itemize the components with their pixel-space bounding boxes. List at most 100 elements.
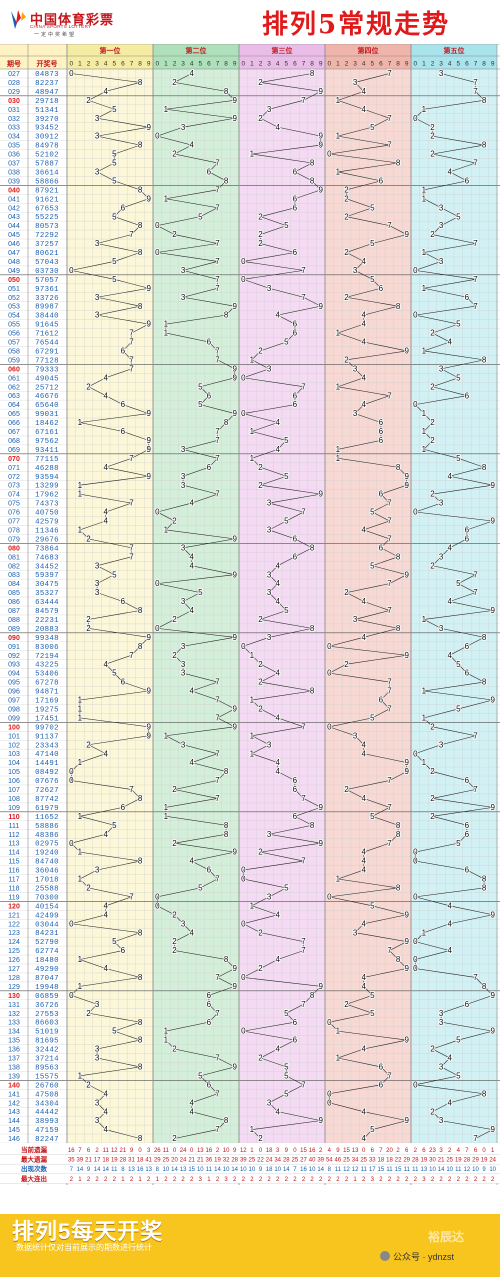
drawn-digit: 2 <box>430 1107 435 1116</box>
position-header-bg-1 <box>67 44 153 69</box>
stat-value: 11 <box>386 1167 393 1173</box>
drawn-digit: 9 <box>490 481 495 490</box>
drawn-digit: 3 <box>181 740 186 749</box>
drawn-digit: 2 <box>172 615 177 624</box>
drawn-digit: 4 <box>275 311 280 320</box>
drawn-digit: 2 <box>258 347 263 356</box>
digit-header: 2 <box>431 61 435 68</box>
period-cell: 137 <box>8 1056 20 1063</box>
drawn-digit: 5 <box>198 400 203 409</box>
stat-value: 2 <box>465 1177 469 1183</box>
drawn-digit: 0 <box>327 722 332 731</box>
drawn-digit: 3 <box>95 1045 100 1054</box>
stat-value: 7 <box>379 1148 383 1154</box>
drawn-digit: 0 <box>413 964 418 973</box>
drawn-digit: 7 <box>215 275 220 284</box>
drawn-digit: 4 <box>361 973 366 982</box>
stat-value: 11 <box>335 1167 342 1173</box>
drawn-digit: 7 <box>215 203 220 212</box>
drawn-digit: 8 <box>138 185 143 194</box>
stat-value: 6 <box>474 1148 478 1154</box>
drawn-digit: 2 <box>172 150 177 159</box>
drawn-digit: 8 <box>224 1116 229 1125</box>
drawn-digit: 4 <box>189 758 194 767</box>
drawn-digit: 8 <box>224 955 229 964</box>
drawn-digit: 7 <box>387 839 392 848</box>
drawn-digit: 4 <box>447 168 452 177</box>
period-cell: 068 <box>8 438 20 445</box>
drawn-digit: 9 <box>490 1125 495 1134</box>
drawn-digit: 7 <box>215 454 220 463</box>
period-cell: 060 <box>8 366 20 373</box>
number-cell: 29718 <box>35 98 59 106</box>
drawn-digit: 1 <box>250 454 255 463</box>
drawn-digit: 8 <box>224 87 229 96</box>
digit-header: 6 <box>465 61 469 68</box>
drawn-digit: 7 <box>215 696 220 705</box>
drawn-digit: 1 <box>250 651 255 660</box>
period-cell: 142 <box>8 1100 20 1107</box>
period-cell: 053 <box>8 304 20 311</box>
drawn-digit: 7 <box>215 427 220 436</box>
stat-value: 1 <box>491 1148 495 1154</box>
digit-header: 0 <box>155 61 159 68</box>
stat-value: 2 <box>396 1148 400 1154</box>
position-header-2: 第二位 <box>186 46 207 55</box>
drawn-digit: 9 <box>146 633 151 642</box>
drawn-digit: 4 <box>361 919 366 928</box>
drawn-digit: 4 <box>103 508 108 517</box>
period-cell: 139 <box>8 1073 20 1080</box>
position-header-bg-2 <box>153 44 239 69</box>
period-cell: 071 <box>8 465 20 472</box>
drawn-digit: 3 <box>95 293 100 302</box>
drawn-digit: 4 <box>361 982 366 991</box>
drawn-digit: 2 <box>172 78 177 87</box>
digit-header: 7 <box>474 61 478 68</box>
number-cell: 99348 <box>35 635 59 643</box>
drawn-digit: 7 <box>301 946 306 955</box>
drawn-digit: 1 <box>78 418 83 427</box>
drawn-digit: 5 <box>112 159 117 168</box>
position-header-4: 第四位 <box>358 46 379 55</box>
number-cell: 27553 <box>35 1011 59 1019</box>
digit-header: 7 <box>216 61 220 68</box>
number-cell: 87742 <box>35 796 59 804</box>
drawn-digit: 7 <box>387 221 392 230</box>
period-cell: 084 <box>8 581 20 588</box>
position-header-5: 第五位 <box>444 46 465 55</box>
stat-value: 54 <box>326 1158 333 1164</box>
drawn-digit: 1 <box>250 355 255 364</box>
number-cell: 15575 <box>35 1073 59 1081</box>
digit-header: 8 <box>138 61 142 68</box>
drawn-digit: 3 <box>353 409 358 418</box>
drawn-digit: 7 <box>301 794 306 803</box>
drawn-digit: 9 <box>318 1116 323 1125</box>
drawn-digit: 2 <box>86 884 91 893</box>
stat-value: 10 <box>446 1167 453 1173</box>
stat-value: 13 <box>421 1167 428 1173</box>
drawn-digit: 2 <box>172 946 177 955</box>
drawn-digit: 5 <box>370 203 375 212</box>
stat-value: 2 <box>491 1177 495 1183</box>
drawn-digit: 9 <box>146 687 151 696</box>
drawn-digit: 0 <box>241 866 246 875</box>
period-cell: 128 <box>8 975 20 982</box>
period-cell: 124 <box>8 939 20 946</box>
stat-value: 11 <box>361 1167 368 1173</box>
drawn-digit: 6 <box>293 776 298 785</box>
drawn-digit: 6 <box>207 991 212 1000</box>
drawn-digit: 0 <box>69 919 74 928</box>
stat-value: 2 <box>216 1177 220 1183</box>
drawn-digit: 9 <box>404 472 409 481</box>
drawn-digit: 2 <box>430 767 435 776</box>
number-cell: 59397 <box>35 572 59 580</box>
drawn-digit: 6 <box>465 830 470 839</box>
drawn-digit: 5 <box>284 338 289 347</box>
stat-value: 29 <box>403 1158 410 1164</box>
period-cell: 067 <box>8 429 20 436</box>
drawn-digit: 2 <box>172 1045 177 1054</box>
stat-value: 2 <box>396 1177 400 1183</box>
drawn-digit: 6 <box>293 203 298 212</box>
number-cell: 07676 <box>35 778 59 786</box>
drawn-digit: 6 <box>465 176 470 185</box>
